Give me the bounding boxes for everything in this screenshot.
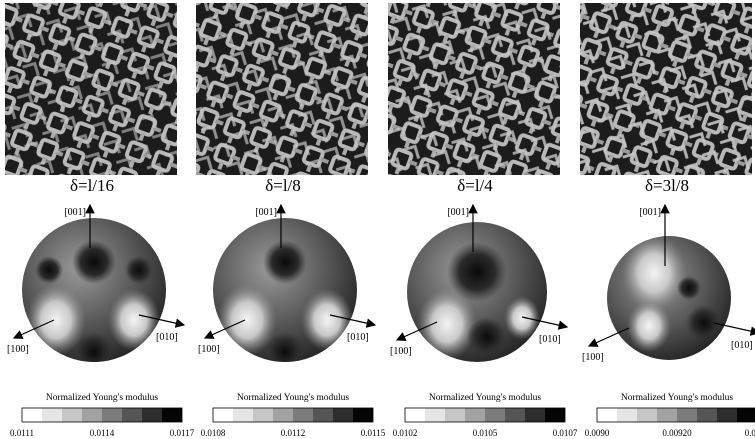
low-region bbox=[74, 332, 114, 372]
low-region bbox=[35, 256, 63, 284]
colorbar-swatch bbox=[62, 408, 82, 422]
axis-label-top: [001] bbox=[447, 207, 469, 218]
colorbar-swatch bbox=[253, 408, 273, 422]
colorbar-swatch bbox=[122, 408, 142, 422]
colorbar-tick: 0.0117 bbox=[170, 428, 195, 438]
colorbar-swatch bbox=[677, 408, 697, 422]
lattice-overlay bbox=[580, 3, 752, 175]
axis-label-left: [100] bbox=[198, 344, 220, 355]
colorbar-tick: 0.0107 bbox=[553, 428, 578, 438]
axis-label-right: [010] bbox=[731, 340, 753, 351]
colorbar-swatch bbox=[233, 408, 253, 422]
axis-label-top: [001] bbox=[64, 207, 86, 218]
lattice-overlay bbox=[388, 3, 560, 175]
low-region bbox=[467, 317, 507, 357]
colorbar-tick: 0.0112 bbox=[281, 428, 305, 438]
axis-label-right: [010] bbox=[347, 332, 369, 343]
axis-label-right: [010] bbox=[539, 334, 561, 345]
panel: δ=l/8 [001] [100] [010] Normalized Young's m… bbox=[196, 3, 386, 438]
axis-label-left: [100] bbox=[7, 344, 29, 355]
colorbar-tick: 0.0111 bbox=[10, 428, 34, 438]
colorbar-swatch bbox=[213, 408, 233, 422]
colorbar-swatch bbox=[313, 408, 333, 422]
axis-label-top: [001] bbox=[255, 207, 277, 218]
colorbar-tick: 0.0115 bbox=[361, 428, 386, 438]
colorbar-swatch bbox=[617, 408, 637, 422]
high-region bbox=[622, 235, 686, 312]
low-region bbox=[677, 276, 701, 300]
colorbar-swatch bbox=[273, 408, 293, 422]
colorbar-swatch bbox=[42, 408, 62, 422]
low-region bbox=[72, 240, 116, 284]
colorbar-swatch bbox=[637, 408, 657, 422]
colorbar-tick: 0.0102 bbox=[393, 428, 418, 438]
axis-label-left: [100] bbox=[582, 352, 604, 363]
high-region bbox=[627, 300, 671, 353]
colorbar-swatch bbox=[82, 408, 102, 422]
colorbar-swatch bbox=[545, 408, 565, 422]
low-region bbox=[263, 240, 307, 284]
colorbar-swatch bbox=[465, 408, 485, 422]
colorbar-swatch bbox=[505, 408, 525, 422]
colorbar-tick: 0.00920 bbox=[662, 428, 692, 438]
lattice-overlay bbox=[196, 3, 368, 175]
colorbar-swatch bbox=[353, 408, 373, 422]
colorbar-title: Normalized Young's modulus bbox=[46, 393, 159, 403]
delta-label: δ=l/4 bbox=[457, 176, 493, 195]
colorbar-swatch bbox=[293, 408, 313, 422]
high-region bbox=[301, 289, 353, 351]
colorbar-swatch bbox=[162, 408, 182, 422]
axis-label-top: [001] bbox=[639, 207, 661, 218]
delta-label: δ=3l/8 bbox=[645, 176, 689, 195]
high-region bbox=[108, 289, 160, 351]
panel: δ=l/16 [001] [100] [010] Normalized Young's … bbox=[5, 3, 195, 438]
delta-label: δ=l/16 bbox=[70, 176, 114, 195]
colorbar-title: Normalized Young's modulus bbox=[621, 393, 734, 403]
colorbar-swatch bbox=[22, 408, 42, 422]
colorbar-swatch bbox=[597, 408, 617, 422]
colorbar-tick: 0.0105 bbox=[473, 428, 498, 438]
delta-label: δ=l/8 bbox=[265, 176, 301, 195]
axis-label-left: [100] bbox=[390, 346, 412, 357]
low-region bbox=[125, 256, 153, 284]
colorbar-swatch bbox=[737, 408, 755, 422]
colorbar-swatch bbox=[102, 408, 122, 422]
colorbar-swatch bbox=[405, 408, 425, 422]
colorbar-swatch bbox=[142, 408, 162, 422]
colorbar-title: Normalized Young's modulus bbox=[237, 393, 350, 403]
panel: δ=3l/8 [001] [100] [010] Normalized Young's … bbox=[580, 3, 755, 438]
lattice-overlay bbox=[5, 3, 177, 175]
figure: δ=l/16 [001] [100] [010] Normalized Young's … bbox=[0, 0, 755, 439]
axis-label-right: [010] bbox=[156, 332, 178, 343]
colorbar-swatch bbox=[697, 408, 717, 422]
low-region bbox=[265, 332, 305, 372]
low-region bbox=[447, 242, 507, 302]
colorbar-swatch bbox=[525, 408, 545, 422]
colorbar-tick: 0.0114 bbox=[90, 428, 115, 438]
colorbar-tick: 0.0094 bbox=[745, 428, 755, 438]
colorbar-tick: 0.0090 bbox=[585, 428, 610, 438]
colorbar-swatch bbox=[333, 408, 353, 422]
high-region bbox=[504, 296, 540, 339]
panel: δ=l/4 [001] [100] [010] Normalized Young's m… bbox=[388, 3, 578, 438]
colorbar-title: Normalized Young's modulus bbox=[429, 393, 542, 403]
colorbar-swatch bbox=[657, 408, 677, 422]
colorbar-swatch bbox=[425, 408, 445, 422]
colorbar-tick: 0.0108 bbox=[201, 428, 226, 438]
colorbar-swatch bbox=[445, 408, 465, 422]
colorbar-swatch bbox=[485, 408, 505, 422]
colorbar-swatch bbox=[717, 408, 737, 422]
